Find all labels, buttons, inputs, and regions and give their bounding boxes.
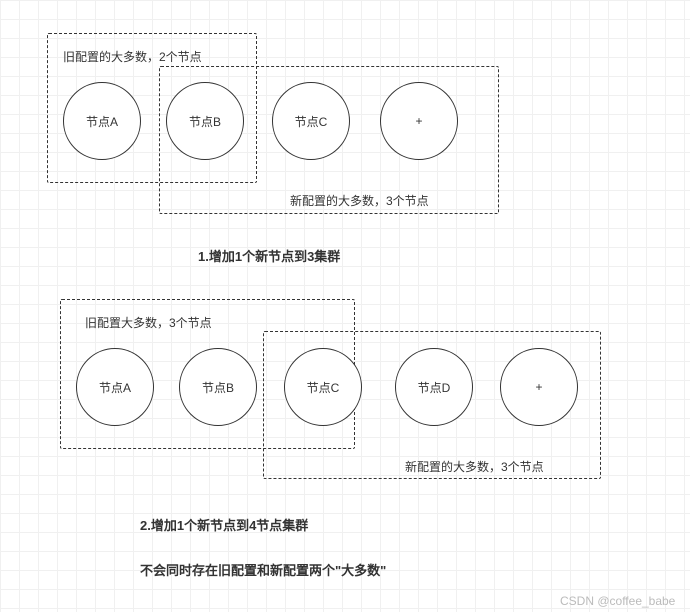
d2-new-config-label: 新配置的大多数，3个节点 (405, 458, 544, 475)
d1-node-plus: + (380, 82, 458, 160)
watermark-text: CSDN @coffee_babe (560, 594, 675, 608)
d1-new-config-label: 新配置的大多数，3个节点 (290, 192, 429, 209)
diagram-canvas: 旧配置的大多数，2个节点 新配置的大多数，3个节点 节点A 节点B 节点C + … (0, 0, 690, 612)
d2-old-config-label: 旧配置大多数，3个节点 (85, 314, 212, 331)
d1-caption: 1.增加1个新节点到3集群 (198, 246, 340, 265)
d2-node-plus: + (500, 348, 578, 426)
d2-caption: 2.增加1个新节点到4节点集群 (140, 515, 308, 534)
d2-node-c: 节点C (284, 348, 362, 426)
d1-node-b: 节点B (166, 82, 244, 160)
d2-node-b: 节点B (179, 348, 257, 426)
d1-node-c: 节点C (272, 82, 350, 160)
footer-caption: 不会同时存在旧配置和新配置两个"大多数" (140, 560, 386, 579)
d1-old-config-label: 旧配置的大多数，2个节点 (63, 48, 202, 65)
d2-node-d: 节点D (395, 348, 473, 426)
d2-node-a: 节点A (76, 348, 154, 426)
d1-node-a: 节点A (63, 82, 141, 160)
